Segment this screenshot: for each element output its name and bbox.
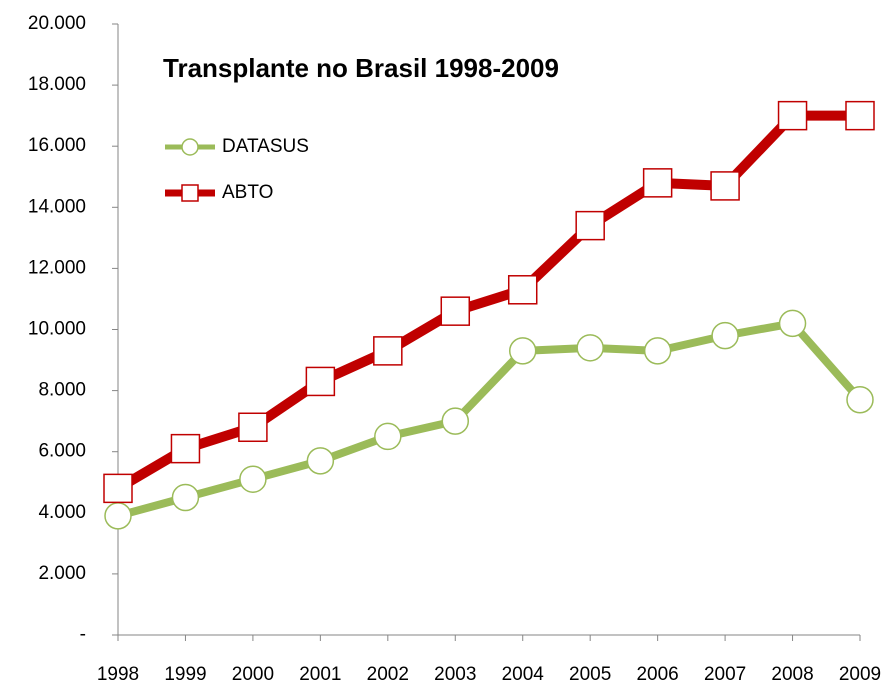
x-tick-label: 2009 bbox=[839, 664, 881, 685]
marker bbox=[170, 433, 201, 464]
y-tick-label: 14.000 bbox=[28, 196, 86, 217]
legend-marker bbox=[181, 184, 199, 202]
legend-marker bbox=[181, 138, 199, 156]
marker bbox=[104, 502, 132, 530]
marker bbox=[576, 334, 604, 362]
marker bbox=[507, 275, 538, 305]
y-tick-label: - bbox=[80, 624, 86, 645]
chart-title: Transplante no Brasil 1998-2009 bbox=[163, 53, 559, 83]
series-line bbox=[116, 319, 863, 520]
marker bbox=[239, 465, 267, 493]
y-tick-label: 2.000 bbox=[38, 563, 86, 584]
x-tick-label: 1998 bbox=[97, 664, 139, 685]
y-tick-label: 12.000 bbox=[28, 257, 86, 278]
x-tick-label: 2007 bbox=[704, 664, 746, 685]
marker bbox=[711, 321, 739, 350]
marker bbox=[642, 168, 673, 198]
x-tick-label: 2004 bbox=[502, 664, 545, 685]
marker bbox=[306, 447, 335, 475]
marker bbox=[778, 309, 807, 338]
marker bbox=[710, 171, 740, 201]
x-tick-label: 1999 bbox=[164, 664, 206, 685]
marker bbox=[373, 336, 403, 366]
marker bbox=[238, 412, 268, 443]
legend-label: DATASUS bbox=[222, 136, 309, 157]
marker bbox=[508, 337, 537, 365]
marker bbox=[305, 366, 336, 397]
marker bbox=[103, 473, 133, 504]
marker bbox=[441, 407, 470, 435]
marker bbox=[440, 296, 471, 326]
x-tick-label: 2005 bbox=[569, 664, 611, 685]
y-tick-label: 18.000 bbox=[28, 74, 86, 95]
y-tick-label: 16.000 bbox=[28, 135, 86, 156]
marker bbox=[845, 100, 875, 131]
series-line bbox=[115, 110, 860, 493]
y-tick-label: 10.000 bbox=[28, 319, 86, 340]
x-tick-label: 2003 bbox=[434, 664, 476, 685]
y-tick-label: 20.000 bbox=[28, 13, 86, 34]
x-tick-label: 2008 bbox=[771, 664, 813, 685]
x-tick-label: 2001 bbox=[299, 664, 341, 685]
marker bbox=[777, 100, 808, 131]
x-tick-label: 2000 bbox=[232, 664, 274, 685]
legend-label: ABTO bbox=[222, 182, 273, 203]
y-tick-label: 6.000 bbox=[38, 441, 86, 462]
y-tick-label: 4.000 bbox=[38, 502, 86, 523]
marker bbox=[575, 210, 605, 241]
y-tick-label: 8.000 bbox=[38, 380, 86, 401]
marker bbox=[643, 337, 672, 365]
marker bbox=[846, 386, 874, 414]
marker bbox=[374, 422, 402, 451]
marker bbox=[171, 483, 200, 512]
x-tick-label: 2002 bbox=[367, 664, 409, 685]
x-tick-label: 2006 bbox=[636, 664, 678, 685]
